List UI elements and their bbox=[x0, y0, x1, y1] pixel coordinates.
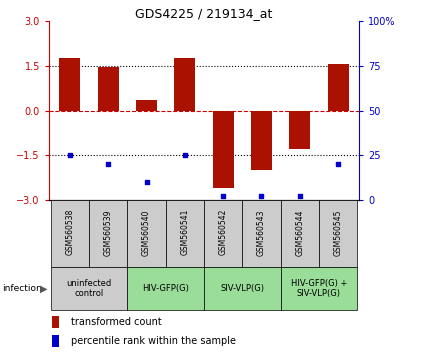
Bar bbox=[89, 200, 128, 267]
Bar bbox=[51, 200, 89, 267]
Bar bbox=[98, 67, 119, 110]
Bar bbox=[251, 110, 272, 170]
Bar bbox=[128, 267, 204, 310]
Bar bbox=[60, 58, 80, 110]
Bar bbox=[280, 200, 319, 267]
Text: uninfected
control: uninfected control bbox=[66, 279, 112, 298]
Title: GDS4225 / 219134_at: GDS4225 / 219134_at bbox=[135, 7, 273, 20]
Text: transformed count: transformed count bbox=[71, 316, 162, 327]
Text: HIV-GFP(G): HIV-GFP(G) bbox=[142, 284, 189, 293]
Bar bbox=[289, 110, 310, 149]
Text: GSM560538: GSM560538 bbox=[65, 209, 74, 256]
Point bbox=[67, 153, 74, 158]
Text: GSM560545: GSM560545 bbox=[334, 209, 343, 256]
Text: percentile rank within the sample: percentile rank within the sample bbox=[71, 336, 235, 346]
Text: GSM560544: GSM560544 bbox=[295, 209, 304, 256]
Point bbox=[220, 194, 227, 199]
Point bbox=[143, 179, 150, 185]
Point bbox=[181, 153, 188, 158]
Bar bbox=[319, 200, 357, 267]
Text: GSM560543: GSM560543 bbox=[257, 209, 266, 256]
Bar bbox=[212, 110, 234, 188]
Text: GSM560542: GSM560542 bbox=[218, 209, 228, 256]
Text: HIV-GFP(G) +
SIV-VLP(G): HIV-GFP(G) + SIV-VLP(G) bbox=[291, 279, 347, 298]
Text: SIV-VLP(G): SIV-VLP(G) bbox=[220, 284, 264, 293]
Text: GSM560540: GSM560540 bbox=[142, 209, 151, 256]
Bar bbox=[136, 100, 157, 110]
Bar bbox=[204, 200, 242, 267]
Bar bbox=[242, 200, 280, 267]
Text: GSM560541: GSM560541 bbox=[180, 209, 190, 256]
Bar bbox=[52, 335, 60, 347]
Bar bbox=[52, 316, 60, 327]
Bar bbox=[328, 64, 348, 110]
Bar bbox=[128, 200, 166, 267]
Text: GSM560539: GSM560539 bbox=[104, 209, 113, 256]
Bar bbox=[51, 267, 128, 310]
Point bbox=[334, 161, 341, 167]
Bar bbox=[280, 267, 357, 310]
Point bbox=[296, 194, 303, 199]
Text: infection: infection bbox=[2, 284, 42, 293]
Text: ▶: ▶ bbox=[40, 284, 48, 293]
Point bbox=[258, 194, 265, 199]
Point bbox=[105, 161, 112, 167]
Bar bbox=[204, 267, 280, 310]
Bar bbox=[174, 58, 196, 110]
Bar bbox=[166, 200, 204, 267]
